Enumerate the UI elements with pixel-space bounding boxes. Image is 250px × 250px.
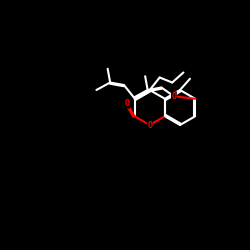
Text: O: O	[172, 92, 176, 101]
Text: O: O	[147, 120, 152, 130]
Text: O: O	[124, 99, 130, 108]
